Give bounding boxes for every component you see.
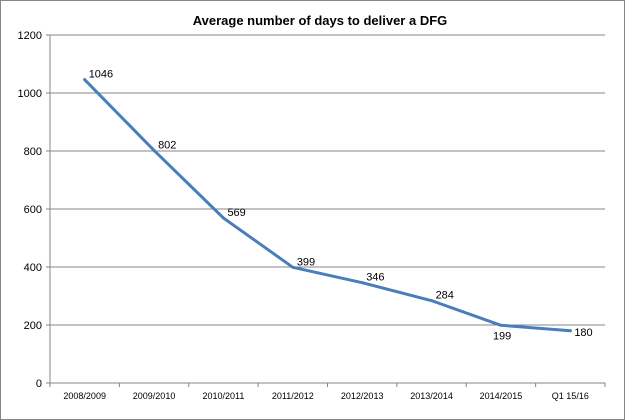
data-point [83, 78, 87, 82]
y-tick-label: 0 [36, 378, 42, 390]
x-tick-label: 2012/2013 [341, 391, 384, 401]
gridlines [50, 34, 605, 326]
x-tick-label: 2009/2010 [133, 391, 176, 401]
data-point [360, 281, 364, 285]
y-tick-label: 400 [24, 262, 42, 274]
data-label: 399 [297, 256, 315, 268]
data-label: 1046 [89, 69, 113, 81]
data-label: 284 [436, 290, 454, 302]
x-tick-label: 2010/2011 [202, 391, 244, 401]
x-axis-ticks: 2008/2009 2009/2010 2010/2011 2011/2012 2012… [63, 391, 588, 401]
y-tick-label: 1000 [18, 88, 42, 100]
data-point [499, 323, 503, 327]
data-label: 802 [158, 139, 176, 151]
x-tick-label: 2011/2012 [272, 391, 314, 401]
x-tick-label: 2008/2009 [63, 391, 106, 401]
data-label: 569 [227, 207, 245, 219]
data-point [568, 329, 572, 333]
chart-title: Average number of days to deliver a DFG [193, 13, 448, 28]
data-point [430, 299, 434, 303]
series-group [83, 78, 572, 333]
x-tick-label: Q1 15/16 [552, 391, 589, 401]
data-label: 180 [574, 327, 592, 339]
data-point [221, 216, 225, 220]
data-point [152, 148, 156, 152]
y-tick-label: 200 [24, 320, 42, 332]
y-tick-label: 600 [24, 204, 42, 216]
data-labels: 1046 802 569 399 346 284 199 180 [89, 69, 593, 343]
axes [46, 34, 606, 387]
data-point [291, 265, 295, 269]
x-tick-label: 2013/2014 [410, 391, 453, 401]
series-line [83, 78, 572, 333]
y-axis-ticks: 0 200 400 600 800 1000 1200 [18, 30, 42, 390]
data-label: 199 [493, 330, 511, 342]
x-tick-label: 2014/2015 [480, 391, 523, 401]
data-label: 346 [366, 272, 384, 284]
y-tick-label: 1200 [18, 30, 42, 42]
y-tick-label: 800 [24, 146, 42, 158]
